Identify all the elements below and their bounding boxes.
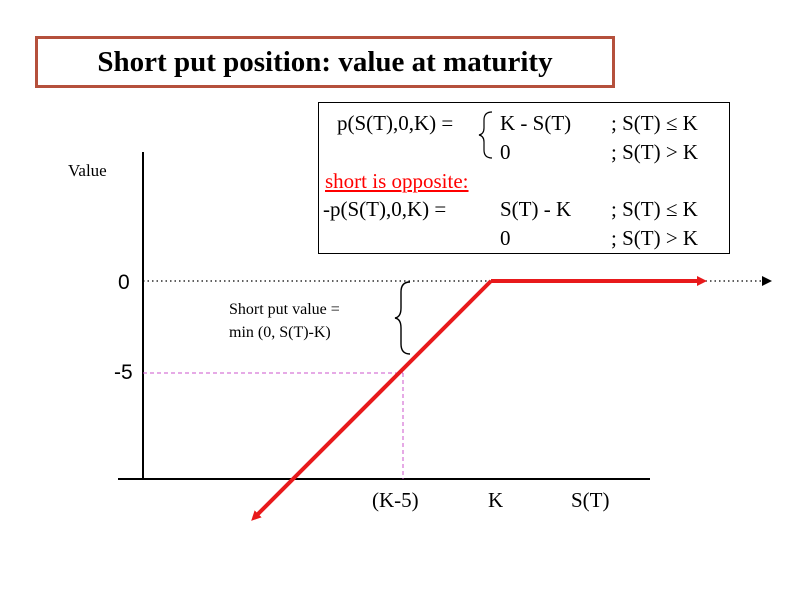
short-opposite-label: short is opposite: <box>325 169 469 193</box>
formula-line4-cond2: ; S(T) > K <box>611 226 699 250</box>
formula-box: p(S(T),0,K) = K - S(T) ; S(T) ≤ K 0 ; S(… <box>318 102 730 254</box>
annotation-line1: Short put value = <box>229 301 340 318</box>
annotation-line2: min (0, S(T)-K) <box>229 324 331 341</box>
formula-line1-lhs: p(S(T),0,K) = <box>337 111 454 135</box>
formula-line1-case1: K - S(T) <box>500 111 572 135</box>
formula-line2-cond2: ; S(T) > K <box>611 140 699 164</box>
x-tick-k-minus-5: (K-5) <box>372 488 419 512</box>
formula-line3-lhs: -p(S(T),0,K) = <box>323 197 447 221</box>
page-title: Short put position: value at maturity <box>97 45 553 78</box>
annotation-brace <box>394 281 411 355</box>
formula-line3-case1: S(T) - K <box>500 197 572 221</box>
y-tick-0: 0 <box>118 271 130 294</box>
x-tick-k: K <box>488 488 504 512</box>
formula-line2-case2: 0 <box>500 140 511 164</box>
formula-brace <box>478 111 493 159</box>
y-axis-label: Value <box>68 161 107 180</box>
formula-line3-cond1: ; S(T) ≤ K <box>611 197 698 221</box>
payoff-diagonal-segment <box>251 279 493 521</box>
title-box: Short put position: value at maturity <box>35 36 615 88</box>
x-axis-label: S(T) <box>571 488 610 512</box>
formula-line4-case2: 0 <box>500 226 511 250</box>
formula-line1-cond1: ; S(T) ≤ K <box>611 111 698 135</box>
y-tick-minus-5: -5 <box>114 361 133 384</box>
